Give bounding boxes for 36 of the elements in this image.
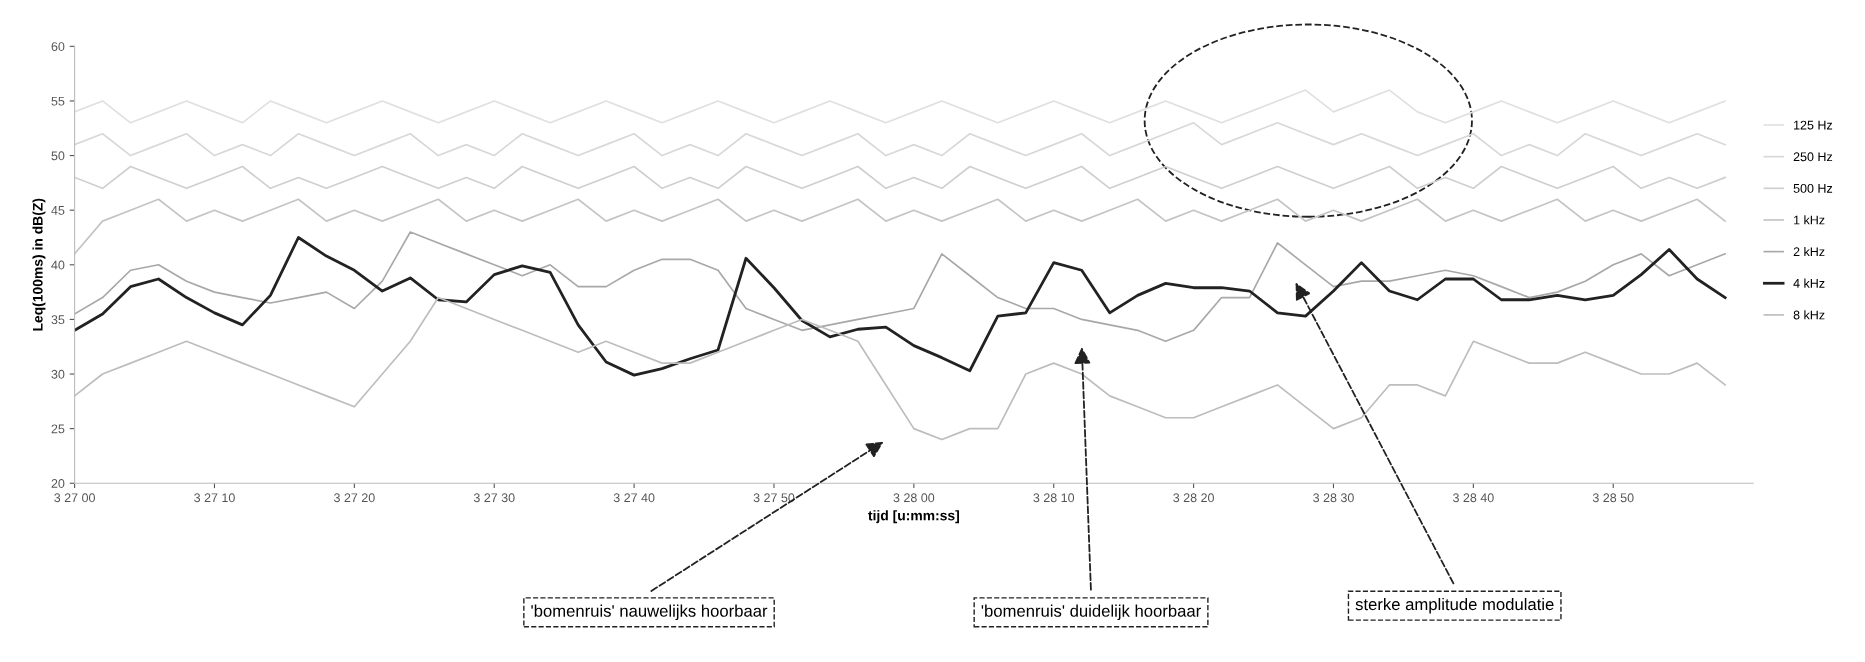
y-tick-label: 30 (51, 369, 65, 379)
y-tick-label: 45 (51, 206, 65, 215)
y-tick-label: 25 (51, 424, 65, 434)
legend-label: 500 Hz (1793, 183, 1833, 193)
x-tick-label: 3 27 50 (753, 493, 795, 503)
x-tick-label: 3 28 20 (1173, 493, 1214, 503)
x-axis-title: tijd [u:mm:ss] (868, 510, 959, 524)
y-tick-label: 40 (51, 260, 65, 270)
x-tick-label: 3 27 20 (333, 493, 375, 503)
legend-label: 8 kHz (1793, 310, 1825, 320)
x-tick-label: 3 27 40 (613, 493, 655, 503)
line-series (74, 89, 1726, 124)
legend-label: 4 kHz (1793, 278, 1825, 288)
y-tick-label: 60 (51, 42, 65, 51)
y-tick-label: 20 (51, 479, 65, 488)
y-tick-label: 35 (51, 315, 65, 325)
text: sterke amplitude modulatie (1355, 597, 1554, 614)
x-tick-label: 3 27 30 (473, 493, 515, 503)
legend-label: 2 kHz (1793, 246, 1825, 256)
y-tick-label: 50 (51, 151, 65, 161)
text: 'bomenruis' nauwelijks hoorbaar (531, 604, 768, 621)
line-series (74, 121, 1726, 157)
x-tick-label: 3 27 10 (194, 493, 235, 503)
legend-label: 1 kHz (1794, 215, 1825, 225)
y-tick-label: 55 (51, 96, 65, 106)
x-tick-label: 3 28 30 (1313, 493, 1354, 503)
x-tick-label: 3 28 40 (1452, 493, 1494, 503)
y-axis-title: Leq(100ms) in dB(Z) (32, 198, 46, 331)
legend-label: 250 Hz (1793, 152, 1833, 162)
legend-label: 125 Hz (1794, 120, 1833, 130)
x-tick-label: 3 28 00 (893, 493, 935, 503)
text: 'bomenruis' duidelijk hoorbaar (981, 604, 1201, 621)
line-series (74, 231, 1726, 343)
x-tick-label: 3 28 10 (1033, 493, 1075, 503)
x-tick-label: 3 27 00 (54, 493, 95, 503)
x-tick-label: 3 28 50 (1592, 493, 1634, 503)
